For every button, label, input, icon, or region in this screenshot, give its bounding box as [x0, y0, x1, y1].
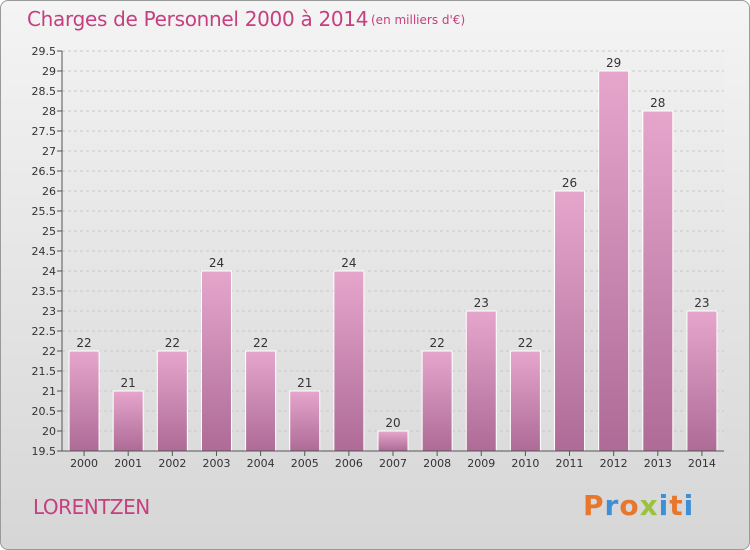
bar-2013 [642, 110, 674, 452]
x-tick-label: 2005 [291, 457, 319, 470]
town-name: LORENTZEN [33, 495, 150, 519]
logo-letter: P [583, 489, 605, 522]
value-label: 23 [694, 296, 709, 310]
bar-2009 [465, 310, 497, 452]
value-label: 21 [297, 376, 312, 390]
chart-title: Charges de Personnel 2000 à 2014 [27, 7, 369, 31]
y-tick-label: 20 [42, 425, 56, 438]
value-label: 22 [76, 336, 91, 350]
x-tick-label: 2007 [379, 457, 407, 470]
value-label: 22 [165, 336, 180, 350]
x-tick-label: 2009 [467, 457, 495, 470]
bar-2003 [200, 270, 232, 452]
y-tick-label: 26 [42, 185, 56, 198]
x-tick-label: 2010 [511, 457, 539, 470]
chart-subtitle: (en milliers d'€) [371, 13, 466, 27]
y-tick-label: 25.5 [32, 205, 57, 218]
y-tick-label: 22 [42, 345, 56, 358]
x-tick-label: 2011 [556, 457, 584, 470]
labels-group: 19.5 20 20.5 21 21.5 22 22.5 23 23.5 24 24.5 25 25.5… [32, 45, 716, 470]
y-tick-label: 27.5 [32, 125, 57, 138]
logo-letter: x [639, 489, 659, 522]
bar-2011 [554, 190, 586, 452]
x-tick-label: 2001 [114, 457, 142, 470]
bars-group [68, 70, 718, 452]
y-tick-label: 19.5 [32, 445, 57, 458]
value-label: 22 [429, 336, 444, 350]
value-label: 24 [209, 256, 224, 270]
y-tick-label: 24.5 [32, 245, 57, 258]
y-tick-label: 21.5 [32, 365, 57, 378]
x-tick-label: 2006 [335, 457, 363, 470]
y-tick-label: 24 [42, 265, 56, 278]
bar-2006 [333, 270, 365, 452]
logo-letter: t [669, 489, 684, 522]
value-label: 29 [606, 56, 621, 70]
bar-2010 [509, 350, 541, 452]
value-label: 21 [121, 376, 136, 390]
bar-2002 [156, 350, 188, 452]
value-label: 24 [341, 256, 356, 270]
x-tick-label: 2014 [688, 457, 716, 470]
y-tick-label: 22.5 [32, 325, 57, 338]
x-tick-label: 2000 [70, 457, 98, 470]
bar-2012 [598, 70, 630, 452]
axes-group [57, 50, 724, 456]
y-tick-label: 20.5 [32, 405, 57, 418]
value-label: 23 [474, 296, 489, 310]
x-tick-label: 2004 [247, 457, 275, 470]
x-tick-label: 2012 [600, 457, 628, 470]
y-tick-label: 26.5 [32, 165, 57, 178]
logo-letter: o [619, 489, 640, 522]
logo-letter: i [658, 489, 670, 522]
y-tick-label: 27 [42, 145, 56, 158]
y-tick-label: 28.5 [32, 85, 57, 98]
logo-letter: r [604, 489, 620, 522]
bar-2014 [686, 310, 718, 452]
y-tick-label: 21 [42, 385, 56, 398]
x-tick-label: 2013 [644, 457, 672, 470]
bar-2005 [289, 390, 321, 452]
proxiti-logo: Proxiti [583, 489, 694, 522]
bar-2008 [421, 350, 453, 452]
y-tick-label: 23.5 [32, 285, 57, 298]
y-tick-label: 23 [42, 305, 56, 318]
y-tick-label: 29.5 [32, 45, 57, 58]
bar-2004 [245, 350, 277, 452]
y-tick-label: 25 [42, 225, 56, 238]
y-tick-label: 28 [42, 105, 56, 118]
value-label: 20 [385, 416, 400, 430]
y-tick-label: 29 [42, 65, 56, 78]
value-label: 22 [253, 336, 268, 350]
value-label: 26 [562, 176, 577, 190]
bar-2001 [112, 390, 144, 452]
value-label: 28 [650, 96, 665, 110]
bar-2007 [377, 430, 409, 452]
bar-2000 [68, 350, 100, 452]
value-label: 22 [518, 336, 533, 350]
x-tick-label: 2008 [423, 457, 451, 470]
logo-letter: i [683, 489, 695, 522]
x-tick-label: 2003 [202, 457, 230, 470]
x-tick-label: 2002 [158, 457, 186, 470]
